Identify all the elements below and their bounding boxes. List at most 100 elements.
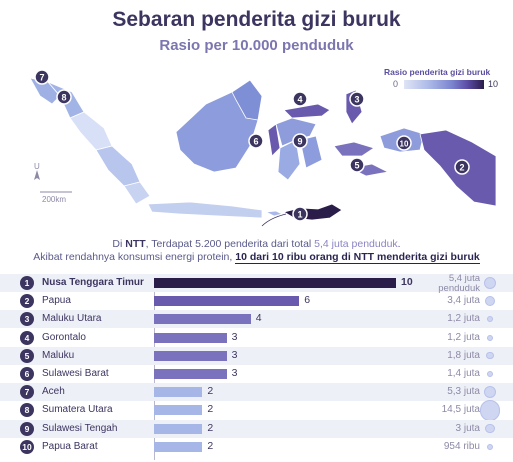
map-marker-9: 9: [292, 133, 308, 149]
rank-badge: 6: [20, 367, 34, 381]
indonesia-map: 7 8 4 3 6 9 10 5 2 1: [29, 69, 497, 227]
legend-min: 0: [393, 79, 399, 89]
population-label: 1,8 juta: [447, 349, 480, 361]
svg-text:4: 4: [297, 95, 302, 105]
table-row: 2 Papua 6 3,4 juta: [0, 292, 513, 310]
table-row: 1 Nusa Tenggara Timur 10 5,4 juta penduduk: [0, 273, 513, 294]
legend-title: Rasio penderita gizi buruk: [384, 67, 491, 77]
population-bubble: [485, 423, 495, 434]
bar-value-label: 3: [231, 348, 238, 361]
bar: [154, 296, 300, 307]
legend-max: 10: [488, 79, 499, 89]
map-marker-4: 4: [292, 91, 308, 107]
bar: [154, 332, 227, 343]
population-bubble: [486, 370, 494, 378]
rank-badge: 10: [20, 439, 34, 454]
rank-badge: 5: [20, 348, 34, 363]
scale-label: 200km: [42, 195, 67, 204]
table-row: 5 Maluku 3 1,8 juta: [0, 346, 513, 365]
table-row: 8 Sumatera Utara 2 14,5 juta: [0, 400, 513, 421]
note-line-2: Akibat rendahnya konsumsi energi protein…: [33, 251, 480, 264]
province-name: Maluku Utara: [42, 313, 102, 325]
bar: [154, 387, 203, 398]
map-marker-5: 5: [349, 157, 365, 173]
legend-gradient: [404, 80, 484, 89]
svg-text:2: 2: [459, 163, 464, 173]
rank-badge: 3: [20, 312, 34, 327]
province-name: Sumatera Utara: [42, 404, 113, 416]
province-name: Maluku: [42, 349, 75, 361]
bar-value-label: 3: [231, 330, 238, 343]
population-label: 3 juta: [455, 422, 480, 434]
bar-axis-line: [154, 276, 155, 460]
table-row: 9 Sulawesi Tengah 2 3 juta: [0, 419, 513, 438]
rank-badge: 8: [20, 403, 34, 418]
rank-badge: 1: [20, 276, 34, 290]
svg-text:1: 1: [297, 210, 302, 220]
province-name: Aceh: [42, 386, 65, 398]
bar: [154, 278, 396, 288]
chart-subtitle: Rasio per 10.000 penduduk: [159, 37, 354, 54]
svg-text:8: 8: [61, 93, 66, 103]
population-label: 1,2 juta: [447, 331, 480, 343]
map-maluku: [333, 141, 375, 157]
table-row: 4 Gorontalo 3 1,2 juta: [0, 329, 513, 347]
population-bubble: [479, 400, 501, 421]
bar: [154, 405, 203, 416]
bar: [154, 441, 203, 452]
population-bubble: [485, 296, 495, 307]
bar: [154, 314, 251, 325]
rank-badge: 7: [20, 385, 34, 400]
province-name: Sulawesi Barat: [42, 368, 109, 379]
table-row: 3 Maluku Utara 4 1,2 juta: [0, 310, 513, 329]
bar: [154, 350, 227, 361]
svg-text:5: 5: [354, 161, 359, 171]
province-name: Papua Barat: [42, 440, 98, 452]
population-bubble: [487, 334, 493, 341]
province-name: Sulawesi Tengah: [42, 422, 118, 434]
table-row: 10 Papua Barat 2 954 ribu: [0, 438, 513, 456]
map-gorontalo: [283, 103, 331, 119]
population-label: 1,4 juta: [447, 368, 480, 379]
map-marker-8: 8: [56, 89, 72, 105]
population-bubble: [486, 352, 494, 360]
population-bubble: [483, 385, 497, 399]
bar-value-label: 6: [304, 294, 311, 307]
province-name: Nusa Tenggara Timur: [42, 277, 144, 288]
bar-value-label: 2: [207, 439, 214, 452]
svg-text:9: 9: [297, 137, 302, 147]
svg-text:6: 6: [253, 137, 258, 147]
map-sumatra-lampung: [123, 181, 151, 205]
bar-value-label: 4: [255, 312, 262, 325]
map-sulawesi-tengah: [275, 117, 317, 147]
bar-value-label: 3: [231, 367, 238, 379]
map-marker-10: 10: [396, 135, 412, 151]
population-label: 3,4 juta: [447, 295, 480, 307]
rank-badge: 9: [20, 421, 34, 436]
svg-text:10: 10: [400, 140, 409, 149]
map-marker-7: 7: [34, 69, 50, 85]
bar: [154, 423, 203, 434]
map-marker-3: 3: [349, 91, 365, 107]
north-label: U: [34, 162, 40, 171]
province-name: Papua: [42, 295, 71, 307]
bar-value-label: 10: [401, 276, 413, 288]
population-bubble: [487, 443, 493, 450]
table-row: 7 Aceh 2 5,3 juta: [0, 383, 513, 402]
map-kalimantan-east: [231, 79, 263, 121]
bar-value-label: 2: [207, 385, 214, 398]
population-label: 5,4 juta penduduk: [438, 273, 480, 294]
population-label: 954 ribu: [443, 440, 480, 452]
map-bali-ntb: [264, 210, 284, 217]
svg-text:7: 7: [39, 73, 44, 83]
rank-badge: 4: [20, 330, 34, 345]
rank-badge: 2: [20, 294, 34, 309]
bar-value-label: 2: [207, 421, 214, 434]
population-label: 1,2 juta: [447, 313, 480, 325]
map-marker-1: 1: [292, 206, 308, 222]
bar: [154, 369, 227, 379]
province-name: Gorontalo: [42, 331, 86, 343]
map-sumatra-mid: [69, 111, 113, 151]
population-bubble: [483, 276, 497, 290]
svg-text:3: 3: [354, 95, 359, 105]
